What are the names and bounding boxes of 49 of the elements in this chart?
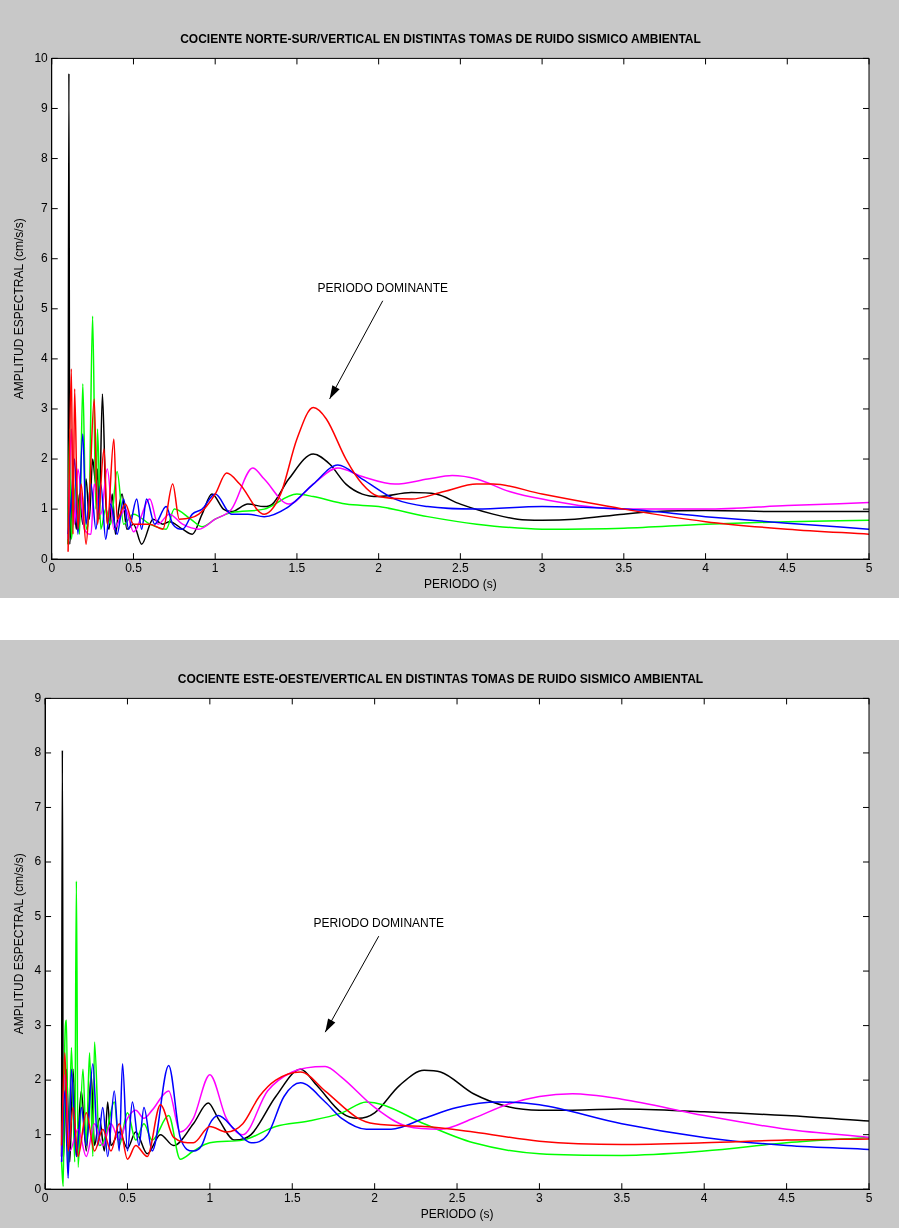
y-tick-label: 7 xyxy=(34,799,42,814)
x-axis-title: PERIODO (s) xyxy=(424,577,497,592)
y-tick-label: 8 xyxy=(34,745,42,760)
x-tick-label: 2 xyxy=(375,560,383,575)
x-tick-label: 1.5 xyxy=(288,560,306,575)
x-tick-label: 3.5 xyxy=(613,1190,631,1205)
y-tick-label: 2 xyxy=(41,451,49,466)
annotation: PERIODO DOMINANTE xyxy=(313,916,445,931)
annotation: PERIODO DOMINANTE xyxy=(317,281,449,296)
y-tick-label: 7 xyxy=(41,200,49,215)
y-tick-label: 3 xyxy=(34,1017,42,1032)
x-tick-label: 4.5 xyxy=(778,1190,796,1205)
y-tick-label: 10 xyxy=(34,50,49,65)
x-tick-label: 4 xyxy=(700,1190,708,1205)
x-tick-label: 1 xyxy=(206,1190,214,1205)
y-tick-label: 5 xyxy=(34,908,42,923)
y-tick-label: 9 xyxy=(34,690,42,705)
x-tick-label: 3.5 xyxy=(615,560,633,575)
y-tick-label: 2 xyxy=(34,1072,42,1087)
x-tick-label: 3 xyxy=(538,560,546,575)
line-series xyxy=(67,368,869,553)
x-tick-label: 1.5 xyxy=(283,1190,301,1205)
y-tick-label: 6 xyxy=(41,251,49,266)
x-tick-label: 0.5 xyxy=(119,1190,137,1205)
line-series xyxy=(60,1063,869,1180)
y-tick-label: 9 xyxy=(41,100,49,115)
x-tick-label: 2 xyxy=(371,1190,379,1205)
x-tick-label: 5 xyxy=(865,560,873,575)
y-tick-label: 3 xyxy=(41,401,49,416)
y-tick-label: 4 xyxy=(34,963,42,978)
x-tick-label: 2.5 xyxy=(448,1190,466,1205)
x-tick-label: 5 xyxy=(865,1190,873,1205)
x-tick-label: 1 xyxy=(211,560,219,575)
y-tick-label: 8 xyxy=(41,150,49,165)
y-axis-title: AMPLITUD ESPECTRAL (cm/s/s) xyxy=(11,218,26,400)
y-tick-label: 6 xyxy=(34,854,42,869)
y-tick-label: 1 xyxy=(34,1126,42,1141)
chart-title: COCIENTE NORTE-SUR/VERTICAL EN DISTINTAS TOMAS DE RUIDO SISMICO AMBIENTAL xyxy=(180,31,701,46)
x-axis-title: PERIODO (s) xyxy=(420,1207,494,1222)
x-tick-label: 4 xyxy=(702,560,710,575)
y-tick-label: 4 xyxy=(41,351,49,366)
chart-title: COCIENTE ESTE-OESTE/VERTICAL EN DISTINTAS TOMAS DE RUIDO SISMICO AMBIENTAL xyxy=(177,671,704,686)
x-tick-label: 4.5 xyxy=(778,560,796,575)
y-axis-title: AMPLITUD ESPECTRAL (cm/s/s) xyxy=(11,853,26,1035)
y-tick-label: 1 xyxy=(41,501,49,516)
x-tick-label: 0.5 xyxy=(125,560,143,575)
y-tick-label: 5 xyxy=(41,301,49,316)
x-tick-label: 3 xyxy=(536,1190,544,1205)
x-tick-label: 2.5 xyxy=(452,560,470,575)
